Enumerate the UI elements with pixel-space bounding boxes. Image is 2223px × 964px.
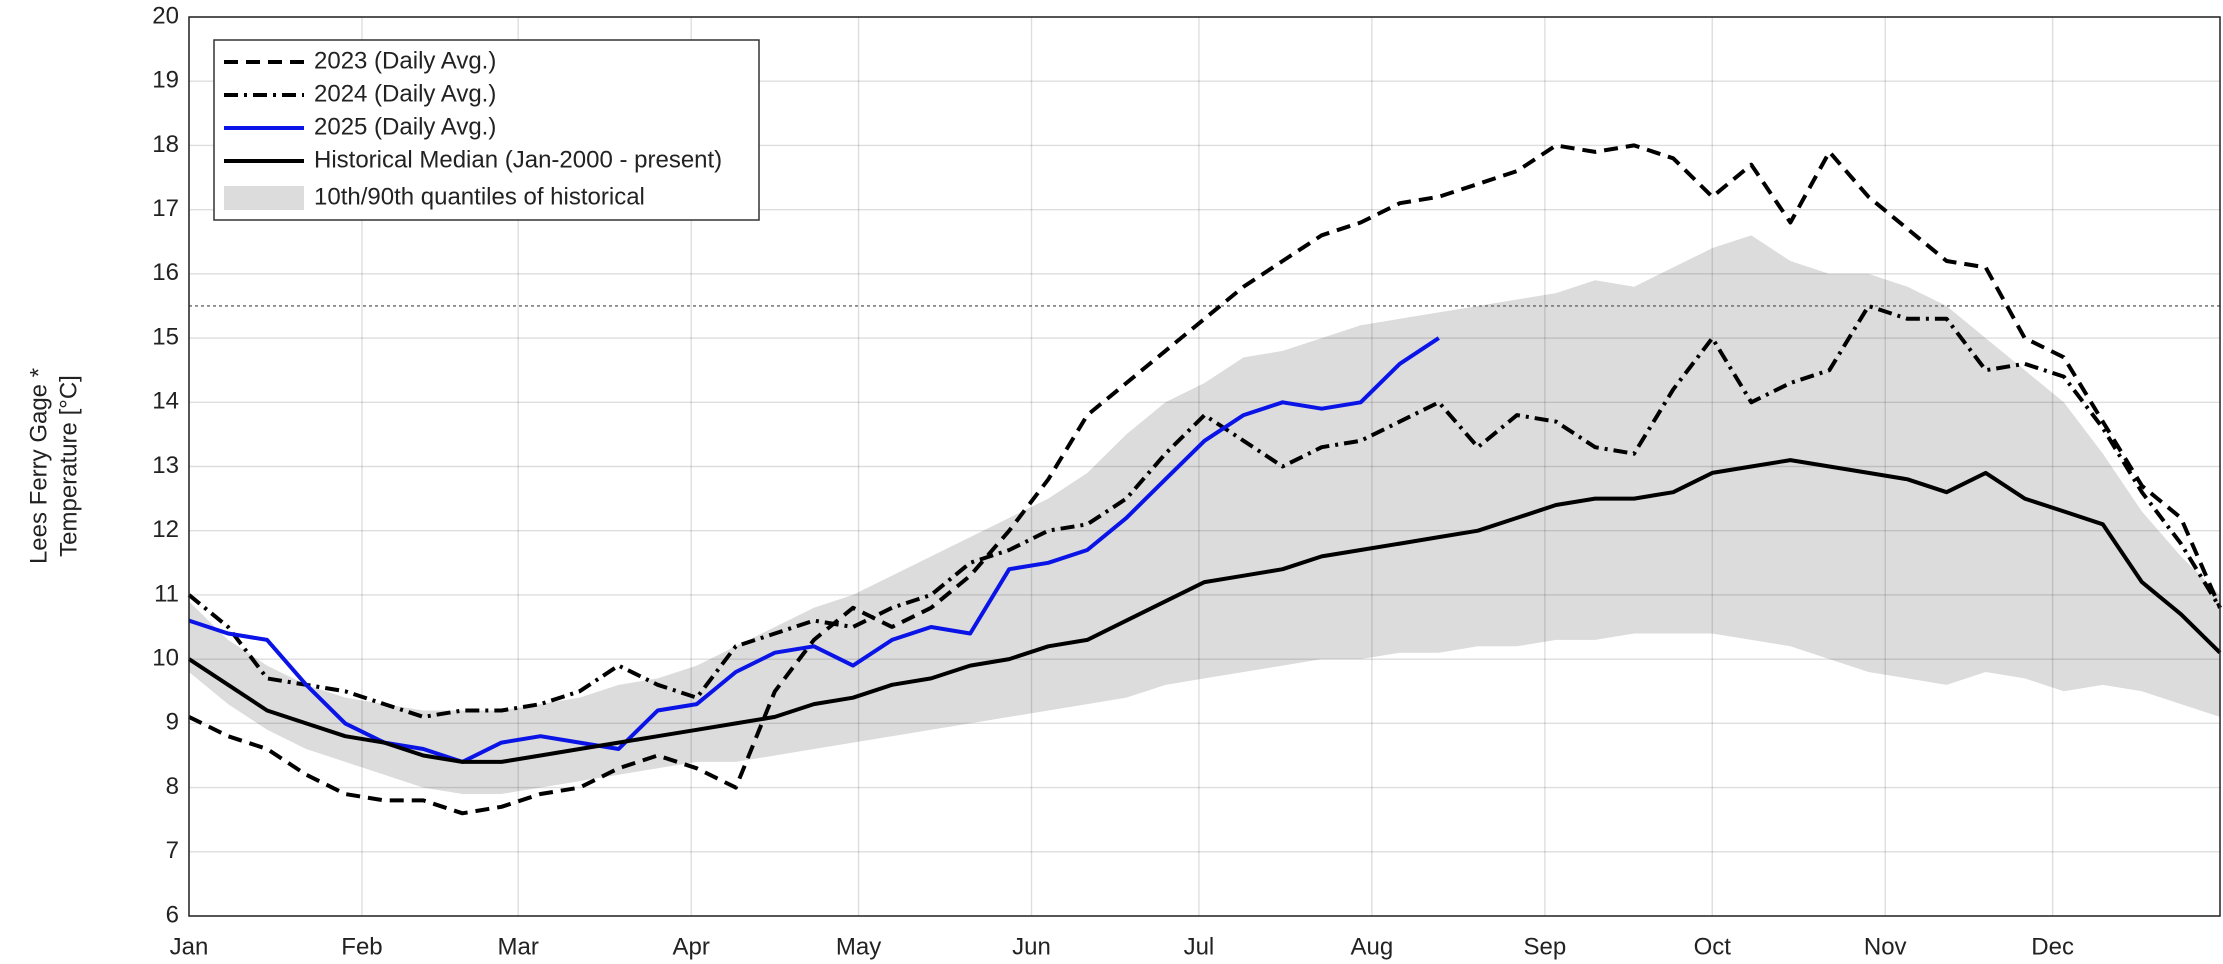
series-line — [188, 143, 2222, 816]
x-tick-label: May — [836, 933, 881, 960]
y-tick-label: 10 — [152, 644, 179, 671]
series-line — [188, 336, 1440, 764]
legend-swatch — [224, 186, 304, 210]
legend-label: 10th/90th quantiles of historical — [314, 183, 645, 210]
x-tick-label: Feb — [341, 933, 382, 960]
x-tick-label: Jun — [1012, 933, 1051, 960]
x-tick-label: Jul — [1184, 933, 1215, 960]
y-tick-label: 18 — [152, 131, 179, 158]
y-tick-label: 9 — [166, 709, 179, 736]
y-tick-label: 13 — [152, 452, 179, 479]
y-tick-label: 17 — [152, 195, 179, 222]
y-label-line: Temperature [°C] — [55, 375, 82, 557]
x-tick-label: Nov — [1864, 933, 1907, 960]
legend-label: 2025 (Daily Avg.) — [314, 113, 496, 140]
plot-frame — [188, 16, 2221, 917]
y-tick-label: 14 — [152, 388, 179, 415]
y-tick-label: 11 — [154, 580, 179, 607]
legend-label: 2023 (Daily Avg.) — [314, 47, 496, 74]
x-tick-label: Apr — [672, 933, 709, 960]
y-axis-label: Lees Ferry Gage * Temperature [°C] — [25, 368, 82, 564]
y-tick-label: 8 — [166, 773, 179, 800]
series-line — [187, 458, 2222, 764]
y-tick-label: 20 — [152, 2, 179, 29]
y-tick-label: 12 — [152, 516, 179, 543]
y-tick-label: 15 — [152, 323, 179, 350]
x-tick-label: Mar — [498, 933, 539, 960]
y-tick-label: 7 — [166, 837, 179, 864]
y-label-line: Lees Ferry Gage * — [25, 368, 52, 564]
legend-box — [213, 39, 760, 221]
y-tick-label: 16 — [152, 259, 179, 286]
legend-label: 2024 (Daily Avg.) — [314, 80, 496, 107]
y-tick-label: 19 — [152, 67, 179, 94]
x-tick-label: Sep — [1524, 933, 1567, 960]
legend: 2023 (Daily Avg.) 2024 (Daily Avg.) 2025 (… — [213, 39, 760, 221]
series-line — [187, 304, 2222, 719]
x-tick-label: Dec — [2031, 933, 2074, 960]
y-tick-label: 6 — [166, 901, 179, 928]
quantile-band — [189, 235, 2220, 794]
x-tick-label: Jan — [170, 933, 209, 960]
legend-label: Historical Median (Jan-2000 - present) — [314, 146, 722, 173]
x-tick-label: Aug — [1351, 933, 1394, 960]
x-tick-label: Oct — [1694, 933, 1732, 960]
